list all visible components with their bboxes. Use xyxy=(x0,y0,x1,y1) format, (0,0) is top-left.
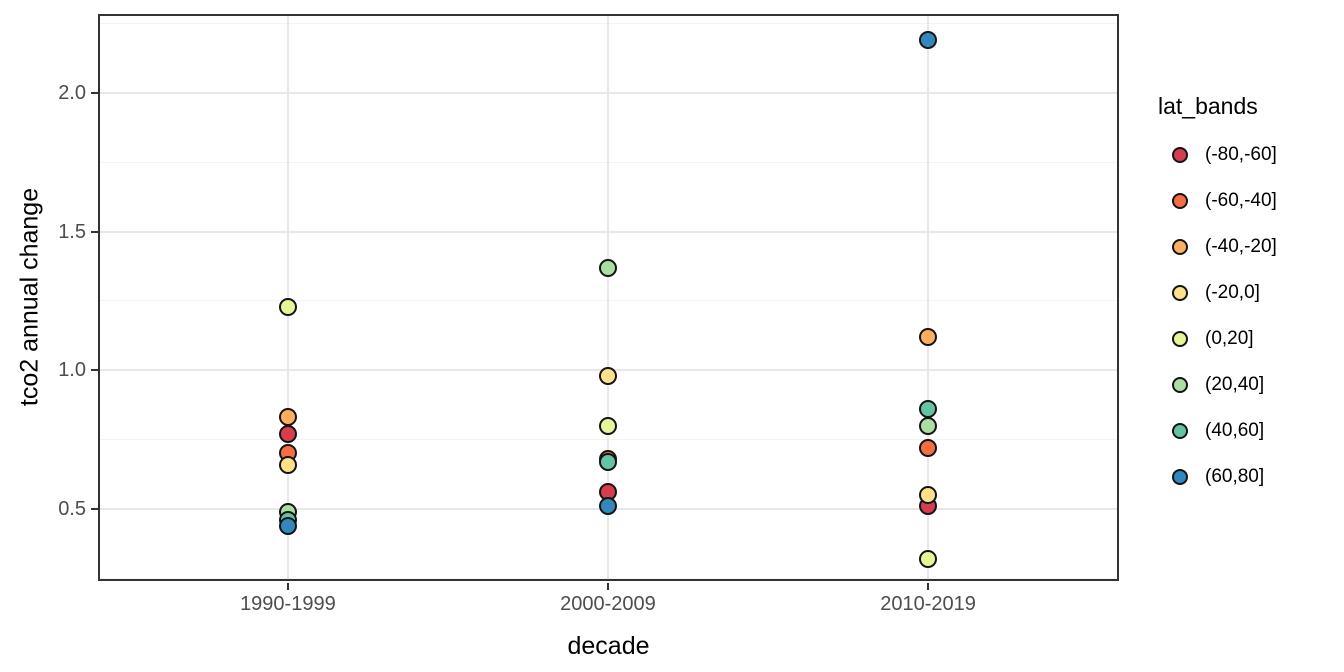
data-point xyxy=(598,452,617,471)
gridline-vertical xyxy=(606,14,609,581)
legend-item: (40,60] xyxy=(1156,408,1344,454)
data-point xyxy=(278,516,297,535)
y-tick-label: 0.5 xyxy=(58,497,86,520)
y-tick-mark xyxy=(91,92,98,95)
x-axis-title: decade xyxy=(567,632,650,660)
data-point xyxy=(919,416,938,435)
data-point xyxy=(598,497,617,516)
legend-key-icon xyxy=(1172,331,1188,347)
legend: lat_bands (-80,-60] (-60,-40] (-40,-20] (-2… xyxy=(1156,92,1344,500)
x-tick-label: 1990-1999 xyxy=(240,593,336,615)
legend-key-icon xyxy=(1172,239,1188,255)
x-tick-mark xyxy=(927,583,930,590)
data-point xyxy=(919,438,938,457)
data-point xyxy=(919,328,938,346)
data-point xyxy=(278,425,297,444)
data-point xyxy=(919,400,938,419)
x-tick-mark xyxy=(286,583,289,590)
data-point xyxy=(919,486,938,505)
legend-key-icon xyxy=(1172,147,1188,163)
x-tick-label: 2000-2009 xyxy=(560,593,656,615)
legend-item: (-20,0] xyxy=(1156,270,1344,316)
gridline-vertical xyxy=(927,14,930,581)
plot-panel xyxy=(98,14,1119,581)
data-point xyxy=(598,416,617,435)
legend-item: (-80,-60] xyxy=(1156,132,1344,178)
data-point xyxy=(919,31,938,50)
legend-item-label: (-40,-20] xyxy=(1205,236,1277,257)
legend-item-label: (-20,0] xyxy=(1205,282,1260,303)
legend-item-label: (40,60] xyxy=(1205,420,1265,441)
legend-key-icon xyxy=(1172,377,1188,393)
y-tick-label: 1.0 xyxy=(58,359,86,382)
data-point xyxy=(919,549,938,568)
legend-item: (-40,-20] xyxy=(1156,224,1344,270)
y-tick-mark xyxy=(91,369,98,372)
legend-key-icon xyxy=(1172,423,1188,439)
x-tick-label: 2010-2019 xyxy=(880,593,976,615)
data-point xyxy=(598,258,617,277)
y-tick-label: 2.0 xyxy=(58,82,86,105)
y-tick-mark xyxy=(91,507,98,510)
legend-item: (0,20] xyxy=(1156,316,1344,362)
data-point xyxy=(598,366,617,385)
legend-item-label: (-60,-40] xyxy=(1205,190,1277,211)
legend-key-icon xyxy=(1172,469,1188,485)
legend-title: lat_bands xyxy=(1158,93,1258,119)
legend-item-label: (20,40] xyxy=(1205,374,1265,395)
legend-key-icon xyxy=(1172,285,1188,301)
legend-key-icon xyxy=(1172,193,1188,209)
data-point xyxy=(278,408,297,427)
data-point xyxy=(278,455,297,474)
legend-item: (20,40] xyxy=(1156,362,1344,408)
legend-item-label: (60,80] xyxy=(1205,466,1265,487)
data-point xyxy=(278,297,297,316)
y-tick-label: 1.5 xyxy=(58,220,86,243)
legend-item-label: (-80,-60] xyxy=(1205,144,1277,165)
legend-items: (-80,-60] (-60,-40] (-40,-20] (-20,0] (0,20]… xyxy=(1156,132,1344,500)
y-tick-mark xyxy=(91,230,98,233)
legend-item-label: (0,20] xyxy=(1205,328,1254,349)
x-tick-mark xyxy=(606,583,609,590)
legend-item: (60,80] xyxy=(1156,454,1344,500)
legend-item: (-60,-40] xyxy=(1156,178,1344,224)
